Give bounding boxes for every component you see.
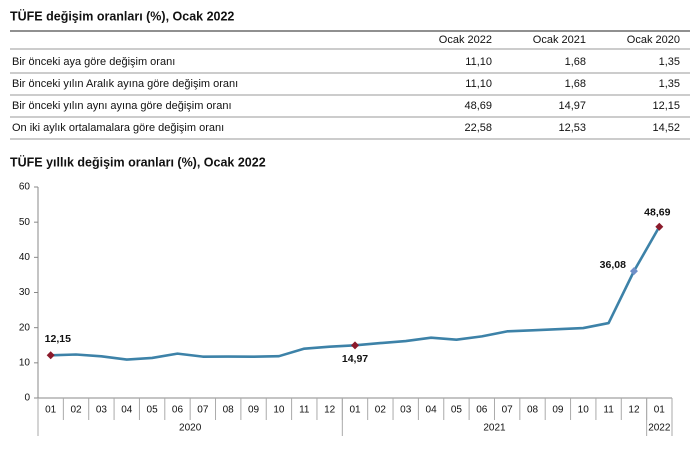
row-label: Bir önceki aya göre değişim oranı bbox=[12, 56, 175, 68]
x-tick-label: 03 bbox=[96, 405, 108, 416]
y-tick-label: 20 bbox=[19, 322, 31, 333]
cell: 14,52 bbox=[652, 122, 680, 134]
x-tick-label: 05 bbox=[147, 405, 159, 416]
x-tick-label: 06 bbox=[476, 405, 488, 416]
cell: 14,97 bbox=[558, 100, 586, 112]
marker bbox=[629, 267, 638, 276]
cell: 11,10 bbox=[465, 56, 492, 68]
cell: 12,53 bbox=[558, 122, 586, 134]
x-tick-label: 10 bbox=[273, 405, 285, 416]
x-tick-label: 01 bbox=[45, 405, 57, 416]
x-tick-label: 02 bbox=[375, 405, 387, 416]
x-tick-label: 07 bbox=[502, 405, 514, 416]
x-tick-label: 02 bbox=[70, 405, 82, 416]
column-header: Ocak 2020 bbox=[627, 34, 680, 46]
x-group-label: 2020 bbox=[179, 423, 202, 434]
x-tick-label: 07 bbox=[197, 405, 209, 416]
y-tick-label: 30 bbox=[19, 287, 31, 298]
x-group-label: 2021 bbox=[483, 423, 506, 434]
x-group-label: 2022 bbox=[648, 423, 671, 434]
cell: 12,15 bbox=[652, 100, 680, 112]
y-tick-label: 50 bbox=[19, 217, 31, 228]
x-tick-label: 09 bbox=[248, 405, 260, 416]
value-label: 12,15 bbox=[45, 333, 71, 345]
x-tick-label: 03 bbox=[400, 405, 412, 416]
cell: 1,68 bbox=[565, 56, 586, 68]
x-tick-label: 04 bbox=[426, 405, 438, 416]
x-tick-label: 10 bbox=[578, 405, 590, 416]
y-tick-label: 0 bbox=[24, 393, 30, 404]
row-label: Bir önceki yılın aynı ayına göre değişim… bbox=[12, 100, 232, 112]
y-tick-label: 10 bbox=[19, 357, 31, 368]
cell: 48,69 bbox=[464, 100, 492, 112]
cell: 1,68 bbox=[565, 78, 586, 90]
chart-title: TÜFE yıllık değişim oranları (%), Ocak 2… bbox=[10, 154, 266, 169]
x-tick-label: 11 bbox=[299, 405, 310, 416]
data-line bbox=[50, 226, 661, 361]
x-tick-label: 11 bbox=[603, 405, 614, 416]
row-label: Bir önceki yılın Aralık ayına göre değiş… bbox=[12, 78, 238, 90]
x-tick-label: 12 bbox=[628, 405, 640, 416]
x-tick-label: 08 bbox=[223, 405, 235, 416]
cell: 11,10 bbox=[465, 78, 492, 90]
marker bbox=[655, 222, 664, 231]
x-tick-label: 04 bbox=[121, 405, 133, 416]
y-tick-label: 60 bbox=[19, 182, 31, 193]
x-tick-label: 05 bbox=[451, 405, 463, 416]
cell: 22,58 bbox=[464, 122, 492, 134]
value-label: 36,08 bbox=[600, 259, 626, 271]
cell: 1,35 bbox=[659, 78, 680, 90]
x-tick-label: 08 bbox=[527, 405, 539, 416]
x-tick-label: 01 bbox=[349, 405, 361, 416]
y-tick-label: 40 bbox=[19, 252, 31, 263]
marker bbox=[351, 341, 359, 350]
value-label: 14,97 bbox=[342, 353, 368, 365]
column-header: Ocak 2021 bbox=[533, 34, 586, 46]
x-tick-label: 06 bbox=[172, 405, 184, 416]
column-header: Ocak 2022 bbox=[439, 34, 492, 46]
marker bbox=[46, 351, 55, 360]
cell: 1,35 bbox=[659, 56, 680, 68]
value-label: 48,69 bbox=[644, 207, 670, 219]
x-tick-label: 01 bbox=[654, 405, 666, 416]
x-tick-label: 09 bbox=[552, 405, 564, 416]
row-label: On iki aylık ortalamalara göre değişim o… bbox=[12, 122, 224, 134]
table-title: TÜFE değişim oranları (%), Ocak 2022 bbox=[10, 8, 234, 23]
x-tick-label: 12 bbox=[324, 405, 336, 416]
